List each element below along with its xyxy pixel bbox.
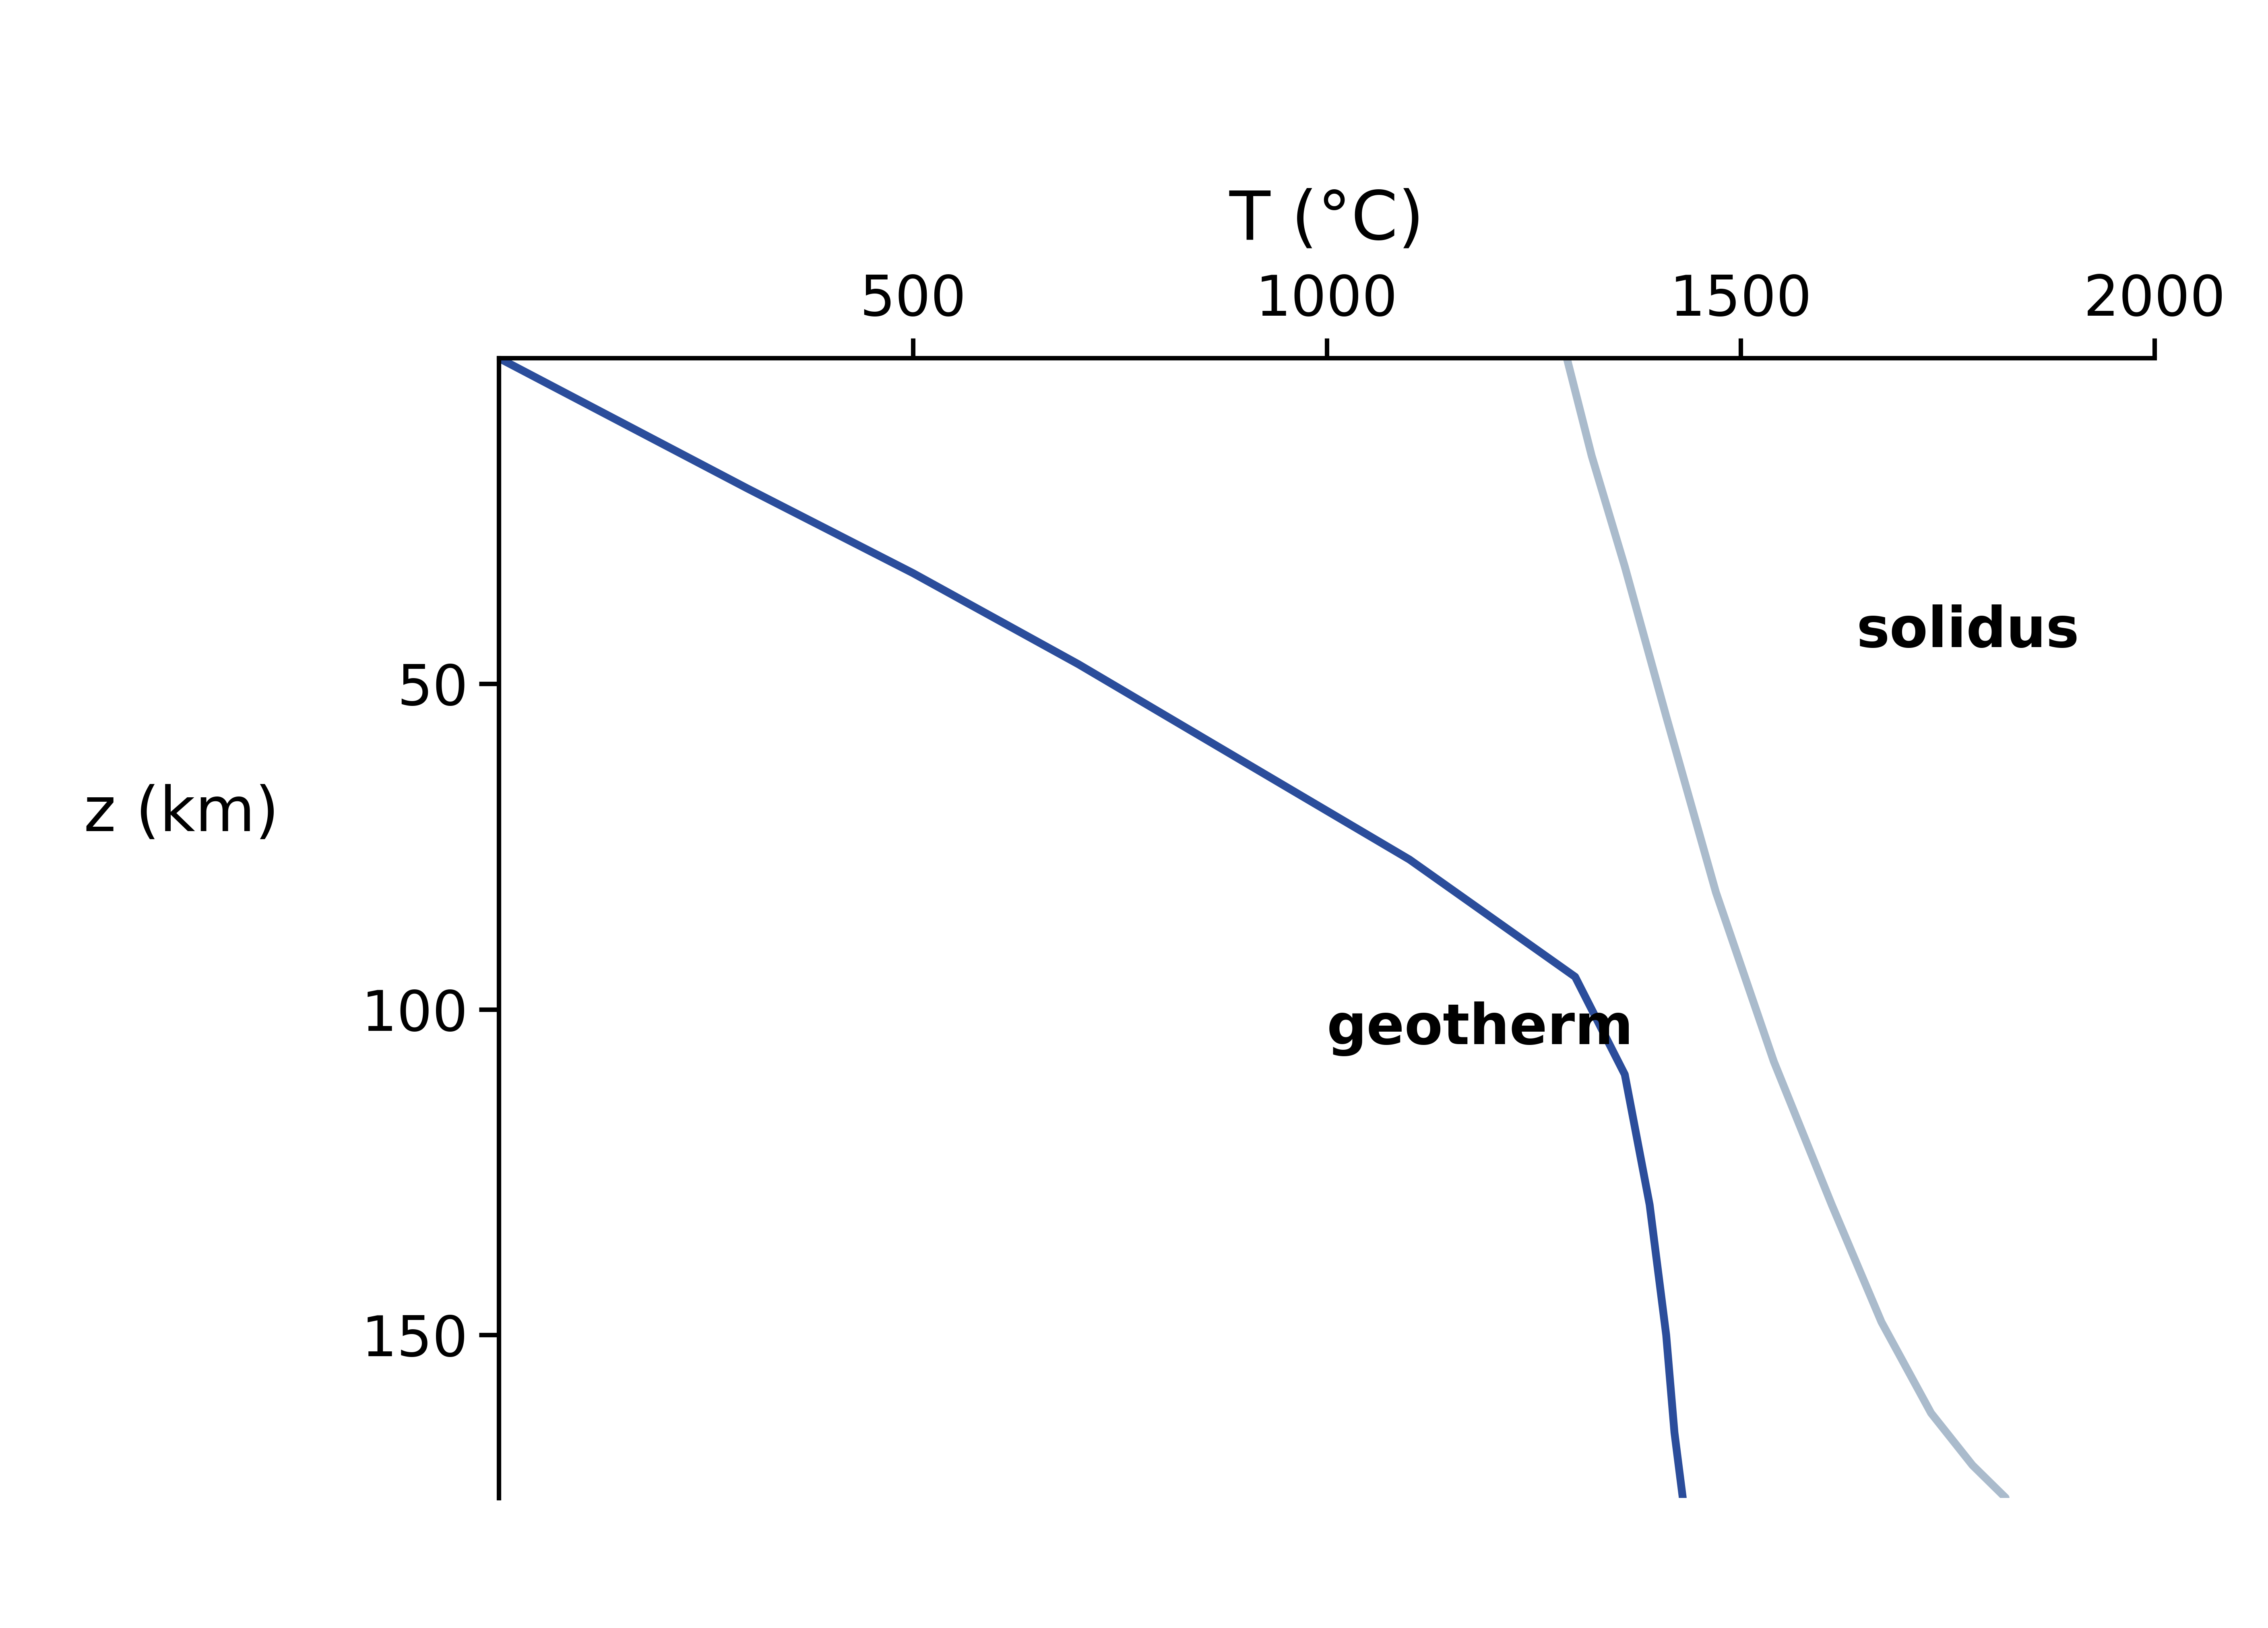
Text: solidus: solidus	[1857, 604, 2080, 659]
X-axis label: T (°C): T (°C)	[1229, 187, 1424, 254]
Text: geotherm: geotherm	[1327, 1001, 1633, 1057]
Text: z (km): z (km)	[84, 785, 279, 843]
